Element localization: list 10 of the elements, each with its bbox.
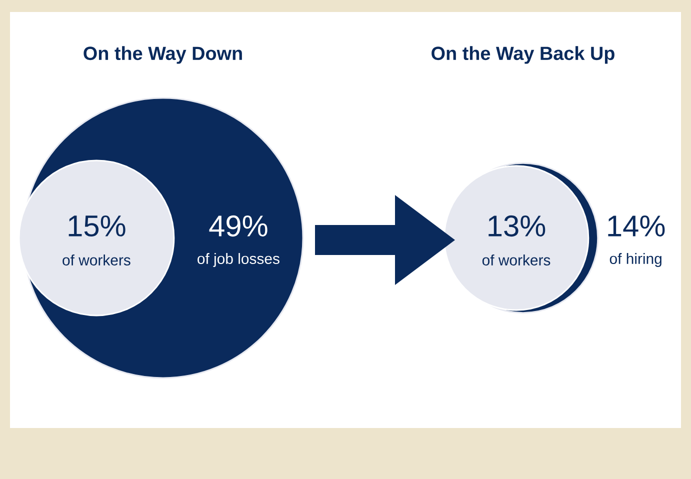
category-label: of job losses <box>198 253 280 267</box>
data-label: 15% <box>68 215 126 237</box>
data-label: 49% <box>209 215 268 237</box>
text: On the Way Down <box>84 46 242 64</box>
category-label: of hiring <box>610 253 662 267</box>
category-label: of workers <box>62 254 130 266</box>
text: On the Way Back Up <box>432 46 614 64</box>
data-label: 13% <box>488 215 546 237</box>
data-label: 14% <box>608 216 665 236</box>
category-label: of workers <box>482 254 550 266</box>
